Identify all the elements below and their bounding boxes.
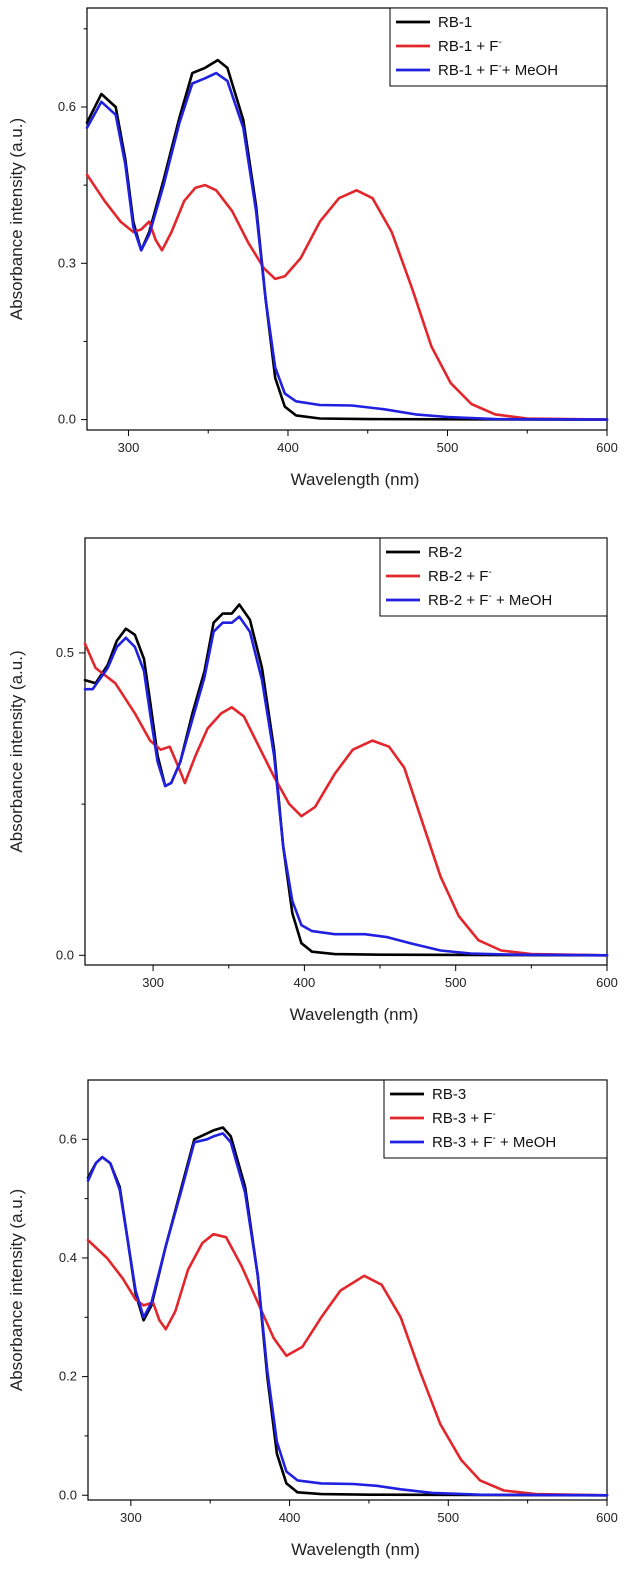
y-tick-label: 0.4 [59,1250,77,1265]
x-tick-label: 300 [118,440,140,455]
y-tick-label: 0.0 [58,412,76,427]
series-line-3 [85,71,609,421]
legend-label-superscript: - [498,61,501,72]
legend-label-3: RB-2 + F- + MeOH [428,591,552,609]
y-tick-label: 0.6 [59,1131,77,1146]
y-axis-title: Absorbance intensity (a.u.) [7,118,26,320]
legend-label-1: RB-2 [428,544,462,561]
y-tick-label: 0.6 [58,99,76,114]
legend-label-2: RB-3 + F- [432,1109,496,1127]
x-tick-label: 400 [294,975,316,990]
legend-label-tail: + MeOH [496,1134,556,1151]
series-line-1 [86,1126,609,1497]
series-line-1 [83,603,609,957]
legend-label-superscript: - [492,1109,495,1120]
series-line-2 [85,173,609,421]
legend-label-main: RB-2 + F [428,592,488,609]
y-tick-label: 0.2 [59,1369,77,1384]
y-tick-label: 0.0 [56,947,74,962]
series-line-2 [83,642,609,957]
legend-label-superscript: - [492,1133,495,1144]
x-tick-label: 400 [279,1510,301,1525]
legend: RB-3RB-3 + F-RB-3 + F- + MeOH [383,1079,608,1159]
legend-label-main: RB-1 + F [438,62,498,79]
legend-label-main: RB-2 + F [428,568,488,585]
legend-label-main: RB-3 + F [432,1134,492,1151]
x-tick-label: 500 [437,1510,459,1525]
legend-label-main: RB-1 + F [438,38,498,55]
plot-frame [84,537,608,966]
x-tick-label: 300 [142,975,164,990]
x-tick-label: 600 [596,1510,618,1525]
x-tick-label: 600 [596,440,618,455]
legend-label-tail: + MeOH [492,592,552,609]
legend-label-main: RB-1 [438,14,472,31]
legend-label-2: RB-2 + F- [428,567,492,585]
x-tick-label: 500 [437,440,459,455]
series-line-2 [86,1232,609,1497]
y-tick-label: 0.5 [56,645,74,660]
y-axis-title: Absorbance intensity (a.u.) [7,1189,26,1391]
chart-panel-3: 300 400 500 600 0.0 0.2 0.4 0.6 Wavelength (nm) A… [7,1079,618,1559]
legend-label-superscript: - [498,37,501,48]
x-tick-label: 400 [277,440,299,455]
y-tick-label: 0.3 [58,255,76,270]
legend-label-3: RB-1 + F-+ MeOH [438,61,558,79]
x-tick-label: 500 [445,975,467,990]
legend-label-1: RB-1 [438,14,472,31]
x-axis-title: Wavelength (nm) [291,1540,420,1559]
legend-label-main: RB-3 + F [432,1110,492,1127]
series-line-1 [85,58,609,421]
legend-label-tail: + MeOH [502,62,558,79]
chart-panel-2: 300 400 500 600 0.0 0.5 Wavelength (nm) Absorba… [7,537,618,1024]
series-line-3 [83,615,609,957]
x-axis-title: Wavelength (nm) [290,1005,419,1024]
x-tick-label: 300 [120,1510,142,1525]
legend-label-3: RB-3 + F- + MeOH [432,1133,556,1151]
series-line-3 [86,1132,609,1497]
legend-label-1: RB-3 [432,1086,466,1103]
legend-label-2: RB-1 + F- [438,37,502,55]
legend-label-superscript: - [488,567,491,578]
legend-label-main: RB-3 [432,1086,466,1103]
y-tick-label: 0.0 [59,1487,77,1502]
legend: RB-1RB-1 + F-RB-1 + F-+ MeOH [389,7,608,87]
y-axis-title: Absorbance intensity (a.u.) [7,650,26,852]
chart-panel-1: 300 400 500 600 0.0 0.3 0.6 Wavelength (nm) Abso… [7,7,618,489]
x-tick-label: 600 [596,975,618,990]
legend-label-main: RB-2 [428,544,462,561]
x-axis-title: Wavelength (nm) [291,470,420,489]
plot-frame [86,7,608,431]
legend-label-superscript: - [488,591,491,602]
plot-frame [87,1079,608,1501]
legend: RB-2RB-2 + F-RB-2 + F- + MeOH [379,537,608,617]
